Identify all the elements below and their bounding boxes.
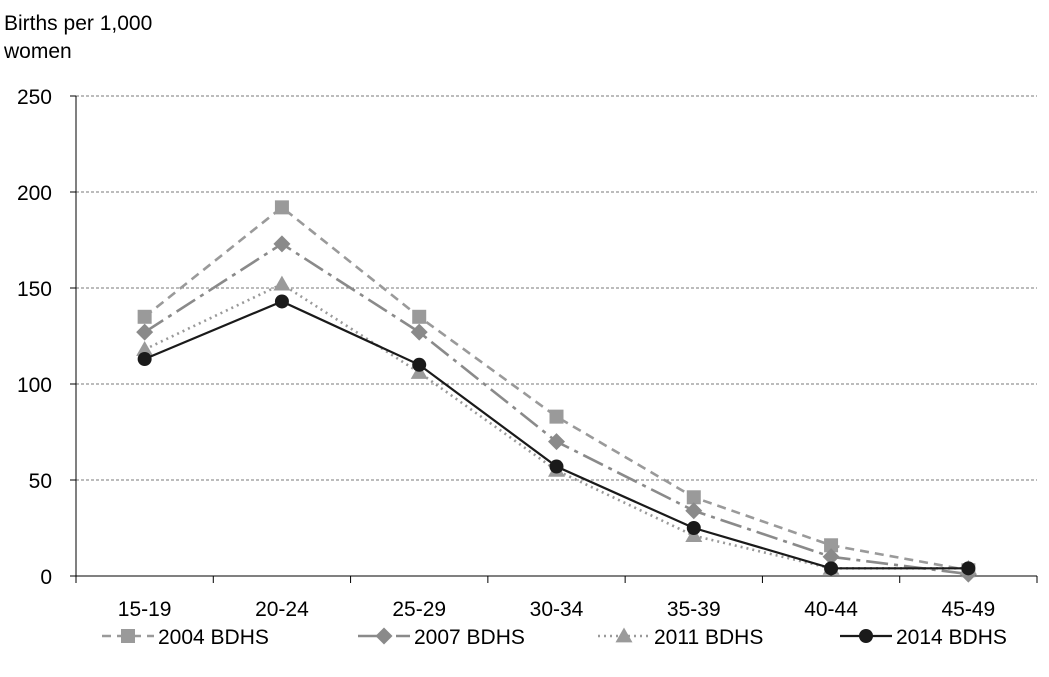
data-point-circle: [549, 459, 564, 474]
data-point-triangle: [136, 340, 154, 356]
y-tick-label: 100: [17, 374, 52, 397]
data-point-square: [274, 200, 289, 215]
data-point-circle: [686, 521, 701, 535]
series-lines: [136, 200, 977, 583]
legend-marker-triangle: [615, 627, 633, 643]
x-tick-label: 35-39: [667, 598, 721, 621]
x-tick-label: 25-29: [392, 598, 446, 621]
y-tick-label: 250: [17, 86, 52, 109]
data-point-circle: [274, 294, 289, 309]
y-axis-title: Births per 1,000 women: [3, 12, 152, 63]
series-2014-bdhs: [137, 294, 976, 576]
x-tick-label: 15-19: [118, 598, 172, 621]
data-point-square: [137, 309, 152, 324]
legend-item: 2011 BDHS: [598, 626, 763, 649]
legend-marker-circle: [859, 629, 873, 643]
y-tick-label: 0: [40, 566, 52, 589]
legend-marker-square: [121, 629, 135, 643]
data-point-square: [412, 309, 427, 324]
data-point-diamond: [685, 502, 703, 520]
data-point-circle: [824, 561, 839, 576]
legend-item: 2007 BDHS: [358, 626, 525, 649]
y-tick-label: 200: [17, 182, 52, 205]
y-tick-labels: 0 50 100 150 200 250: [17, 86, 52, 589]
x-tick-label: 40-44: [804, 598, 858, 621]
y-tick-label: 50: [29, 470, 52, 493]
x-tick-label: 20-24: [255, 598, 309, 621]
legend-label: 2004 BDHS: [158, 626, 269, 649]
series-line: [143, 205, 969, 572]
legend-label: 2011 BDHS: [654, 626, 763, 649]
series-line: [144, 282, 969, 570]
data-point-diamond: [822, 548, 840, 566]
data-point-square: [549, 409, 564, 424]
data-point-diamond: [548, 433, 565, 451]
y-axis-title-line: Births per 1,000: [4, 12, 152, 35]
data-point-circle: [961, 561, 976, 576]
legend-marker-diamond: [375, 627, 393, 645]
data-point-square: [824, 538, 839, 553]
series-2011-bdhs: [136, 275, 977, 575]
data-point-diamond: [273, 235, 291, 253]
series-line: [143, 242, 969, 576]
axes: [70, 95, 1038, 583]
legend-item: 2004 BDHS: [102, 626, 269, 649]
data-point-circle: [412, 357, 427, 372]
series-2004-bdhs: [137, 200, 976, 578]
data-point-diamond: [136, 323, 154, 341]
legend-label: 2007 BDHS: [414, 626, 525, 649]
x-tick-label: 45-49: [941, 598, 995, 621]
data-point-diamond: [410, 323, 428, 341]
legend-label: 2014 BDHS: [896, 626, 1007, 649]
data-point-triangle: [273, 275, 291, 291]
series-2007-bdhs: [136, 235, 977, 583]
data-point-square: [686, 490, 701, 505]
x-tick-label: 30-34: [530, 598, 584, 621]
y-axis-title-line: women: [3, 40, 72, 63]
x-tick-labels: 15-19 20-24 25-29 30-34 35-39 40-44 45-49: [118, 598, 995, 621]
gridlines: [76, 95, 1037, 481]
y-tick-label: 150: [17, 278, 52, 301]
legend: 2004 BDHS 2007 BDHS 2011 BDHS 2014 BDHS: [102, 626, 1007, 649]
data-point-circle: [137, 352, 152, 367]
legend-item: 2014 BDHS: [840, 626, 1007, 649]
